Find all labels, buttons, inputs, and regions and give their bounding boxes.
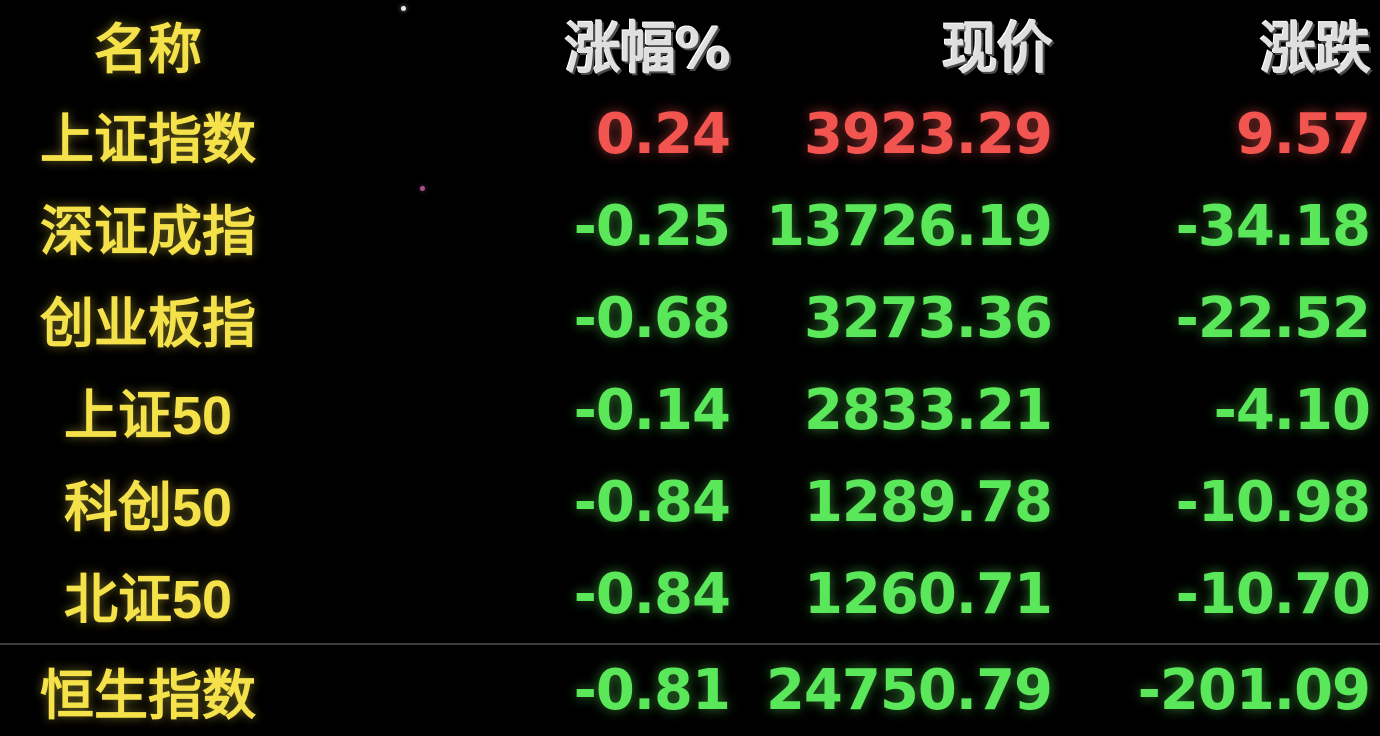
table-row[interactable]: 恒生指数 -0.81 24750.79 -201.09 [0,644,1380,736]
index-change-pct: -0.68 [573,285,731,351]
table-row[interactable]: 上证指数 0.24 3923.29 9.57 [0,88,1380,180]
index-change-pct: -0.25 [573,193,731,259]
index-change: -22.52 [1175,285,1371,351]
table-row[interactable]: 科创50 -0.84 1289.78 -10.98 [0,456,1380,548]
index-price: 3273.36 [803,285,1053,351]
column-header-price[interactable]: 现价 [942,16,1053,82]
index-change-pct: -0.84 [573,469,731,535]
index-name: 深证成指 [40,201,256,262]
table-row[interactable]: 上证50 -0.14 2833.21 -4.10 [0,364,1380,456]
index-price: 24750.79 [765,657,1053,723]
index-name: 上证50 [63,385,233,446]
table-row[interactable]: 创业板指 -0.68 3273.36 -22.52 [0,272,1380,364]
index-change: -10.98 [1175,469,1371,535]
index-price: 3923.29 [803,101,1053,167]
index-name: 上证指数 [40,109,256,170]
index-name: 科创50 [63,477,233,538]
index-change: -10.70 [1175,561,1371,627]
index-change: -34.18 [1175,193,1371,259]
table-header-row: 名称 涨幅% 现价 涨跌 [0,0,1380,88]
group-separator [0,643,1380,645]
index-price: 2833.21 [803,377,1053,443]
table-row[interactable]: 深证成指 -0.25 13726.19 -34.18 [0,180,1380,272]
index-change-pct: 0.24 [595,101,731,167]
index-change: -4.10 [1213,377,1371,443]
table-row[interactable]: 北证50 -0.84 1260.71 -10.70 [0,548,1380,640]
index-name: 创业板指 [40,293,256,354]
index-price: 13726.19 [765,193,1053,259]
column-header-change-pct[interactable]: 涨幅% [564,16,731,82]
index-change-pct: -0.84 [573,561,731,627]
index-change-pct: -0.14 [573,377,731,443]
index-price: 1260.71 [803,561,1053,627]
index-change: -201.09 [1137,657,1371,723]
index-change: 9.57 [1235,101,1371,167]
index-name: 恒生指数 [40,665,256,726]
column-header-change[interactable]: 涨跌 [1260,16,1371,82]
column-header-name[interactable]: 名称 [94,19,202,80]
index-price: 1289.78 [803,469,1053,535]
index-change-pct: -0.81 [573,657,731,723]
index-name: 北证50 [63,569,233,630]
